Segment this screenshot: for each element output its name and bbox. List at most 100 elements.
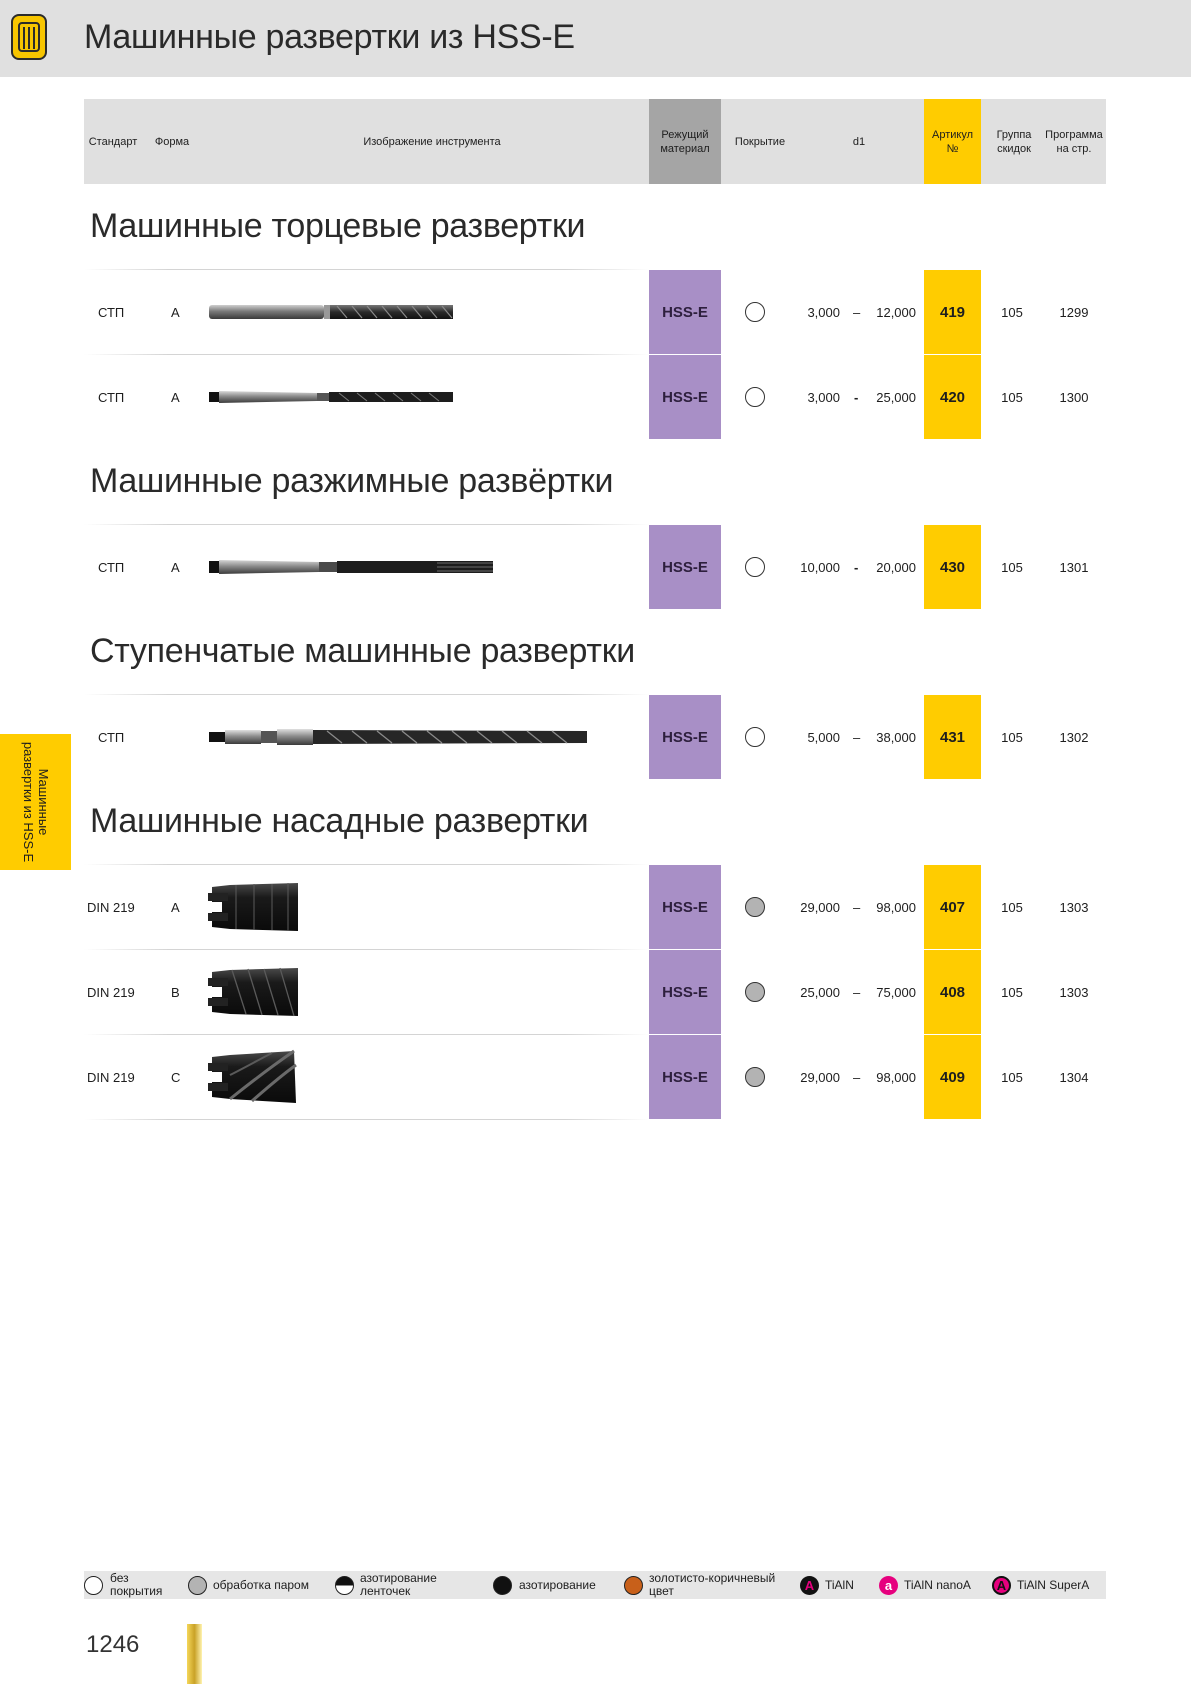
letter-a-black-icon: A	[800, 1576, 819, 1595]
row-material: HSS-E	[649, 865, 721, 949]
row-separator	[84, 949, 650, 950]
row-d1-to: 75,000	[876, 984, 916, 1000]
brown-circle-icon	[624, 1576, 643, 1595]
row-separator	[84, 864, 650, 865]
row-d1-to: 25,000	[876, 389, 916, 405]
table-header: Стандарт Форма Изображение инструмента Р…	[84, 99, 1106, 184]
top-bar: Машинные развертки из HSS-E	[0, 0, 1191, 77]
black-circle-icon	[493, 1576, 512, 1595]
row-material: HSS-E	[649, 355, 721, 439]
row-article[interactable]: 431	[924, 695, 981, 779]
col-d1: d1	[852, 135, 866, 148]
row-material: HSS-E	[649, 525, 721, 609]
legend-label: без покрытия	[110, 1571, 163, 1598]
row-standard: СТП	[98, 559, 125, 575]
row-d1-dash: -	[854, 559, 859, 575]
row-form: A	[171, 304, 180, 320]
row-standard: СТП	[98, 304, 125, 320]
row-d1-to: 38,000	[876, 729, 916, 745]
row-page[interactable]: 1304	[1059, 1069, 1089, 1085]
row-separator	[84, 694, 650, 695]
row-page[interactable]: 1300	[1059, 389, 1089, 405]
row-separator	[84, 1034, 650, 1035]
row-d1-from: 10,000	[800, 559, 840, 575]
shell-reamer-c-image	[206, 1035, 302, 1119]
row-separator	[84, 1119, 650, 1120]
legend-label: TiAlN nanoA	[904, 1578, 971, 1592]
letter-a-pink-icon: a	[879, 1576, 898, 1595]
legend-label: азотирование	[519, 1578, 596, 1592]
row-form: B	[171, 984, 180, 1000]
steam-treated-icon	[745, 1067, 765, 1087]
section-title: Ступенчатые машинные развертки	[90, 632, 635, 670]
legend-label: TiAlN SuperA	[1017, 1578, 1090, 1592]
uncoated-icon	[745, 302, 765, 322]
row-discount: 105	[1001, 984, 1023, 1000]
row-material: HSS-E	[649, 695, 721, 779]
row-standard: DIN 219	[87, 899, 135, 915]
row-d1-to: 20,000	[876, 559, 916, 575]
row-discount: 105	[1001, 559, 1023, 575]
white-circle-icon	[84, 1576, 103, 1595]
step-reamer-image	[207, 695, 592, 779]
row-standard: DIN 219	[87, 1069, 135, 1085]
section-title: Машинные разжимные развёртки	[90, 462, 614, 500]
brand-logo	[11, 14, 47, 60]
col-material: Режущий материал	[649, 99, 721, 184]
row-article[interactable]: 408	[924, 950, 981, 1034]
row-page[interactable]: 1303	[1059, 984, 1089, 1000]
row-d1-dash: –	[853, 304, 861, 320]
col-coating: Покрытие	[734, 135, 786, 148]
side-tab[interactable]: Машинные развертки из HSS-E	[0, 734, 71, 870]
row-material: HSS-E	[649, 1035, 721, 1119]
row-discount: 105	[1001, 1069, 1023, 1085]
row-d1-dash: -	[854, 389, 859, 405]
col-standard: Стандарт	[88, 135, 138, 148]
row-page[interactable]: 1303	[1059, 899, 1089, 915]
row-form: A	[171, 389, 180, 405]
row-article[interactable]: 419	[924, 270, 981, 354]
row-discount: 105	[1001, 729, 1023, 745]
coating-legend: без покрытия обработка паром азотировани…	[84, 1571, 1106, 1599]
row-article[interactable]: 430	[924, 525, 981, 609]
row-separator	[84, 354, 650, 355]
taper-shank-reamer-image	[207, 355, 457, 439]
row-standard: СТП	[98, 729, 125, 745]
row-form: A	[171, 559, 180, 575]
page-number: 1246	[86, 1631, 140, 1658]
gold-accent-bar	[187, 1624, 202, 1684]
legend-label: азотирование ленточек	[360, 1571, 437, 1598]
row-article[interactable]: 420	[924, 355, 981, 439]
expanding-reamer-image	[207, 525, 497, 609]
row-d1-to: 98,000	[876, 899, 916, 915]
uncoated-icon	[745, 557, 765, 577]
row-d1-dash: –	[853, 729, 861, 745]
row-d1-from: 25,000	[800, 984, 840, 1000]
grey-circle-icon	[188, 1576, 207, 1595]
side-tab-label: Машинные развертки из HSS-E	[20, 741, 51, 863]
row-d1-to: 12,000	[876, 304, 916, 320]
row-d1-dash: –	[853, 1069, 861, 1085]
section-title: Машинные насадные развертки	[90, 802, 589, 840]
row-page[interactable]: 1302	[1059, 729, 1089, 745]
row-d1-from: 29,000	[800, 899, 840, 915]
legend-label: TiAlN	[825, 1578, 854, 1592]
straight-shank-reamer-image	[207, 270, 457, 354]
row-d1-dash: –	[853, 899, 861, 915]
row-article[interactable]: 409	[924, 1035, 981, 1119]
row-form: A	[171, 899, 180, 915]
row-page[interactable]: 1301	[1059, 559, 1089, 575]
row-discount: 105	[1001, 899, 1023, 915]
row-form: C	[171, 1069, 181, 1085]
uncoated-icon	[745, 387, 765, 407]
uncoated-icon	[745, 727, 765, 747]
row-d1-to: 98,000	[876, 1069, 916, 1085]
row-standard: СТП	[98, 389, 125, 405]
legend-label: золотисто-коричневый цвет	[649, 1571, 776, 1598]
row-article[interactable]: 407	[924, 865, 981, 949]
row-material: HSS-E	[649, 950, 721, 1034]
shell-reamer-b-image	[206, 950, 302, 1034]
row-standard: DIN 219	[87, 984, 135, 1000]
col-article: Артикул №	[924, 99, 981, 184]
row-page[interactable]: 1299	[1059, 304, 1089, 320]
